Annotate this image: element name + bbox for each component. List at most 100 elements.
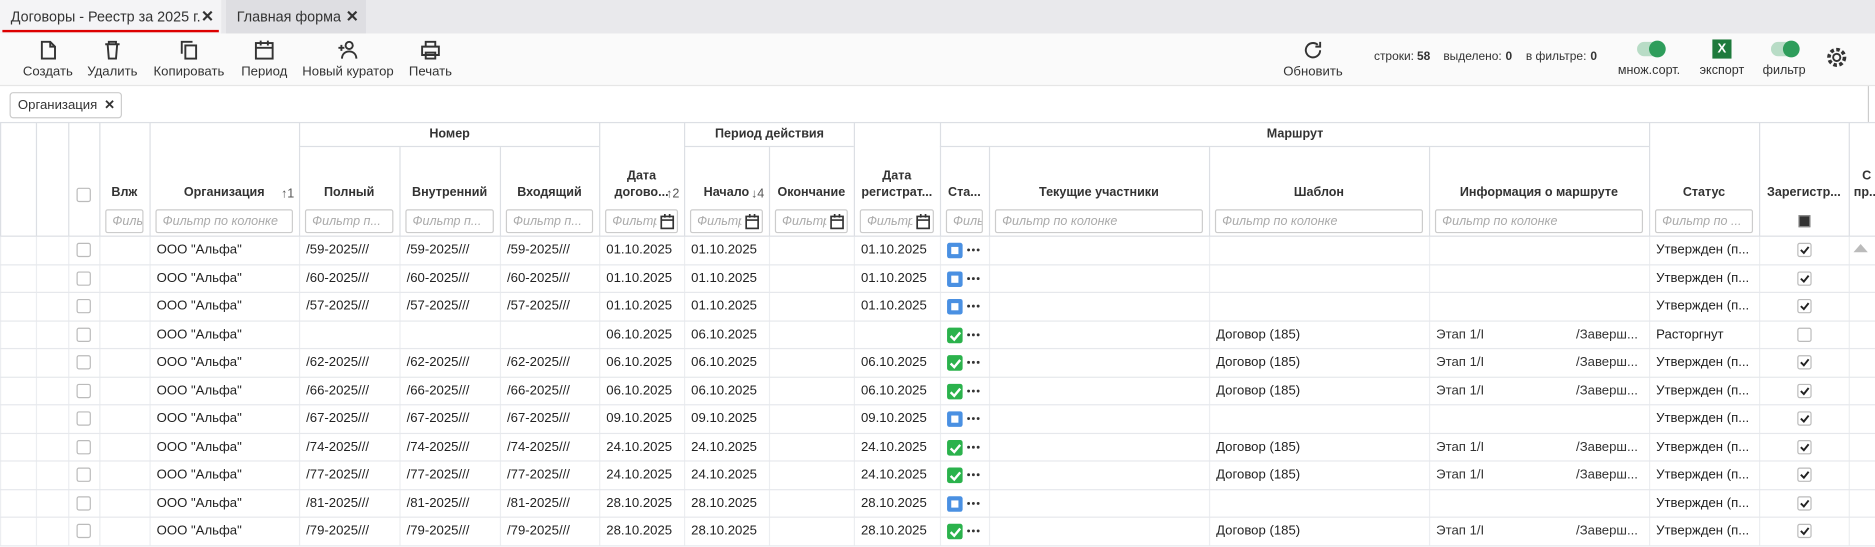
registered-filter[interactable] [1798, 215, 1811, 228]
stage-more[interactable] [966, 381, 980, 401]
column-header[interactable]: Дата регистрат... [861, 168, 933, 200]
row-checkbox[interactable] [76, 495, 91, 511]
column-header[interactable]: С пр... [1853, 168, 1875, 200]
stage-more[interactable] [966, 437, 980, 457]
column-header[interactable]: Начало [703, 185, 750, 200]
row-checkbox[interactable] [76, 270, 91, 286]
chip-close[interactable]: ✕ [104, 98, 116, 113]
table-row[interactable] [0, 265, 1875, 293]
registered-checkbox[interactable] [1797, 242, 1812, 258]
registered-checkbox[interactable] [1797, 327, 1812, 342]
registered-checkbox[interactable] [1797, 270, 1812, 286]
column-header[interactable]: Влж [111, 185, 138, 200]
column-filter[interactable]: Фильтр по колонке [1434, 209, 1644, 234]
column-header[interactable]: Дата догово... [614, 168, 669, 200]
table-row[interactable] [0, 462, 1875, 490]
stage-more[interactable] [966, 409, 980, 429]
column-header[interactable]: Входящий [517, 185, 582, 200]
toolbar-button[interactable]: Копировать [141, 36, 237, 84]
toolbar-button[interactable]: Новый куратор [300, 36, 396, 84]
export-icon[interactable]: X [1712, 39, 1732, 59]
column-filter[interactable]: Фильтр [774, 209, 848, 234]
table-row[interactable] [0, 405, 1875, 434]
row-divider [35, 236, 38, 547]
row-checkbox[interactable] [76, 383, 91, 398]
column-header[interactable]: Внутренний [412, 185, 488, 200]
filter-chip[interactable]: Организация ✕ [9, 92, 123, 119]
row-checkbox[interactable] [76, 523, 91, 539]
toolbar-button[interactable]: Период [216, 36, 312, 84]
column-filter[interactable]: Фильтр по ... [1654, 209, 1754, 234]
column-header[interactable]: Ста... [948, 185, 981, 200]
column-header[interactable]: Информация о маршруте [1459, 185, 1619, 200]
column-divider [988, 147, 991, 237]
column-filter[interactable]: Фильтр [689, 209, 763, 234]
row-checkbox[interactable] [76, 439, 91, 454]
registered-checkbox[interactable] [1797, 411, 1812, 426]
column-header[interactable]: Организация [183, 185, 265, 200]
column-filter[interactable]: Фильтр [605, 209, 679, 234]
tab-close[interactable]: ✕ [345, 7, 359, 26]
column-filter[interactable]: Фильтр по колонке [1214, 209, 1423, 234]
column-header[interactable]: Окончание [777, 185, 846, 200]
toolbar-button[interactable]: Создать [0, 36, 96, 84]
table-row[interactable] [0, 490, 1875, 518]
registered-checkbox[interactable] [1797, 383, 1812, 398]
refresh-button[interactable]: Обновить [1265, 36, 1361, 84]
tab[interactable]: Договоры - Реестр за 2025 г. ✕ [0, 0, 222, 34]
row-checkbox[interactable] [76, 355, 91, 370]
table-row[interactable] [0, 349, 1875, 378]
toolbar-button[interactable]: Удалить [65, 36, 161, 84]
cell: 09.10.2025 [691, 411, 758, 426]
row-checkbox[interactable] [76, 411, 91, 426]
table-row[interactable] [0, 518, 1875, 546]
row-checkbox[interactable] [76, 298, 91, 314]
column-filter[interactable]: Фильтр п... [505, 209, 594, 234]
row-checkbox[interactable] [76, 327, 91, 342]
stage-more[interactable] [966, 465, 980, 485]
stage-more[interactable] [966, 240, 980, 260]
stage-more[interactable] [966, 268, 980, 288]
column-header[interactable]: Статус [1682, 185, 1726, 200]
row-checkbox[interactable] [76, 242, 91, 258]
column-filter[interactable]: Фильтр п... [405, 209, 494, 234]
column-header[interactable]: Текущие участники [1039, 185, 1159, 200]
column-filter[interactable]: Фильтр по колонке [155, 209, 293, 234]
table-row[interactable] [0, 433, 1875, 462]
scroll-up-arrow[interactable] [1853, 243, 1868, 253]
column-filter[interactable]: Фильтр по колонке [994, 209, 1203, 234]
column-header[interactable]: Зарегистр... [1766, 185, 1841, 200]
cell: 01.10.2025 [606, 270, 673, 286]
registered-checkbox[interactable] [1797, 355, 1812, 370]
column-divider [499, 147, 502, 237]
cell: Договор (185) [1216, 327, 1301, 342]
stage-more[interactable] [966, 325, 980, 345]
column-header[interactable]: Полный [323, 185, 375, 200]
stage-more[interactable] [966, 353, 980, 373]
registered-checkbox[interactable] [1797, 439, 1812, 454]
registered-checkbox[interactable] [1797, 523, 1812, 539]
table-row[interactable] [0, 377, 1875, 406]
column-filter[interactable]: Фильтр [859, 209, 934, 234]
cell: 28.10.2025 [860, 495, 927, 511]
table-row[interactable] [0, 321, 1875, 350]
multisort-toggle[interactable] [1637, 40, 1666, 58]
stage-more[interactable] [966, 493, 980, 513]
table-row[interactable] [0, 293, 1875, 322]
column-filter[interactable]: Фильт... [105, 209, 144, 234]
stage-more[interactable] [966, 521, 980, 541]
toolbar-button[interactable]: Печать [383, 36, 479, 84]
header-checkbox[interactable] [76, 187, 91, 203]
tab[interactable]: Главная форма ✕ [226, 0, 366, 34]
stage-more[interactable] [966, 297, 980, 317]
registered-checkbox[interactable] [1797, 467, 1812, 482]
row-checkbox[interactable] [76, 467, 91, 482]
table-row[interactable] [0, 237, 1875, 265]
column-filter[interactable]: Фильт... [945, 209, 983, 234]
registered-checkbox[interactable] [1797, 298, 1812, 314]
filter-toggle[interactable] [1770, 40, 1800, 58]
tab-close[interactable]: ✕ [201, 7, 215, 26]
column-header[interactable]: Шаблон [1293, 185, 1345, 200]
registered-checkbox[interactable] [1797, 495, 1812, 511]
column-filter[interactable]: Фильтр п... [304, 209, 394, 234]
